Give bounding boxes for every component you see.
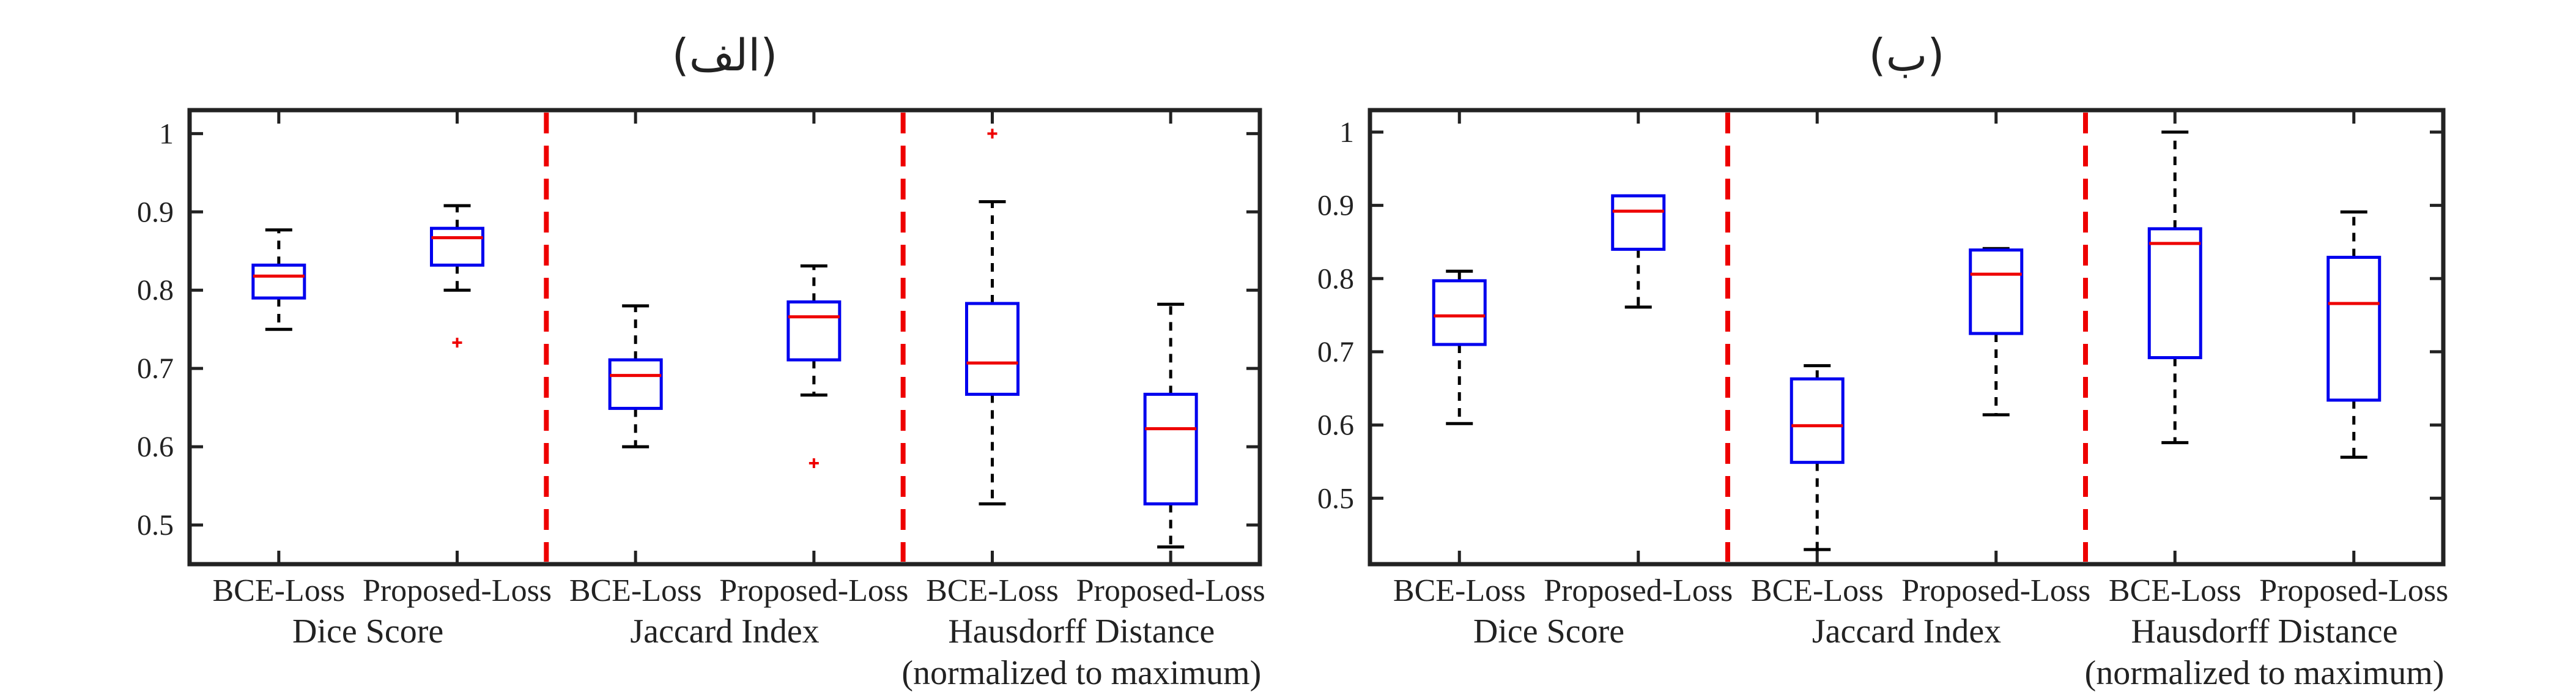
y-tick-label: 0.6 [137,431,174,463]
group-label: Jaccard Index [630,612,819,650]
y-tick-label: 0.5 [1317,482,1354,515]
box [1432,279,1487,346]
category-label: Proposed-Loss [2259,573,2448,608]
y-tick-label: 0.5 [137,509,174,542]
category-label: Proposed-Loss [1076,573,1265,608]
category-label: BCE-Loss [1751,573,1884,608]
category-label: BCE-Loss [212,573,345,608]
box [1969,248,2024,335]
group-label: Jaccard Index [1812,612,2001,650]
panel-title: (الف) [672,29,778,81]
category-label: Proposed-Loss [719,573,908,608]
box [1611,194,1666,251]
axes-frame [187,108,1262,567]
y-tick-label: 1 [1339,116,1354,149]
panel-title: (ب) [1869,29,1945,81]
category-label: Proposed-Loss [363,573,552,608]
box [1143,392,1198,505]
box [965,302,1020,396]
y-tick-label: 0.9 [137,196,174,228]
group-label: (normalized to maximum) [901,654,1261,692]
panel-be: (ب) 0.5 0.6 0.7 0.8 0.9 1 BCE-Loss Proposed-Loss… [1317,29,2448,692]
y-tick-label: 0.7 [137,352,174,385]
category-label: Proposed-Loss [1544,573,1733,608]
y-tick-label: 0.6 [1317,409,1354,442]
y-tick-label: 0.7 [1317,336,1354,368]
box [2147,227,2202,360]
y-tick-label: 0.8 [1317,262,1354,295]
group-label: (normalized to maximum) [2085,654,2445,692]
category-label: BCE-Loss [926,573,1059,608]
category-label: BCE-Loss [569,573,702,608]
panel-alef: (الف) 0.5 0.6 0.7 0.8 0.9 1 BCE-Loss Proposed-Lo… [137,29,1265,692]
group-label: Dice Score [292,612,443,650]
category-label: BCE-Loss [1393,573,1526,608]
box [2326,256,2382,402]
y-tick-label: 1 [159,117,174,150]
box [608,358,663,410]
group-label: Hausdorff Distance [948,612,1215,650]
axes-frame [1368,108,2446,567]
box [430,226,484,267]
y-tick-label: 0.8 [137,274,174,307]
group-label: Dice Score [1473,612,1624,650]
y-tick-label: 0.9 [1317,190,1354,222]
box [786,300,842,362]
category-label: BCE-Loss [2109,573,2241,608]
group-label: Hausdorff Distance [2131,612,2398,650]
box [251,263,306,300]
box [1790,377,1845,464]
category-label: Proposed-Loss [1901,573,2090,608]
